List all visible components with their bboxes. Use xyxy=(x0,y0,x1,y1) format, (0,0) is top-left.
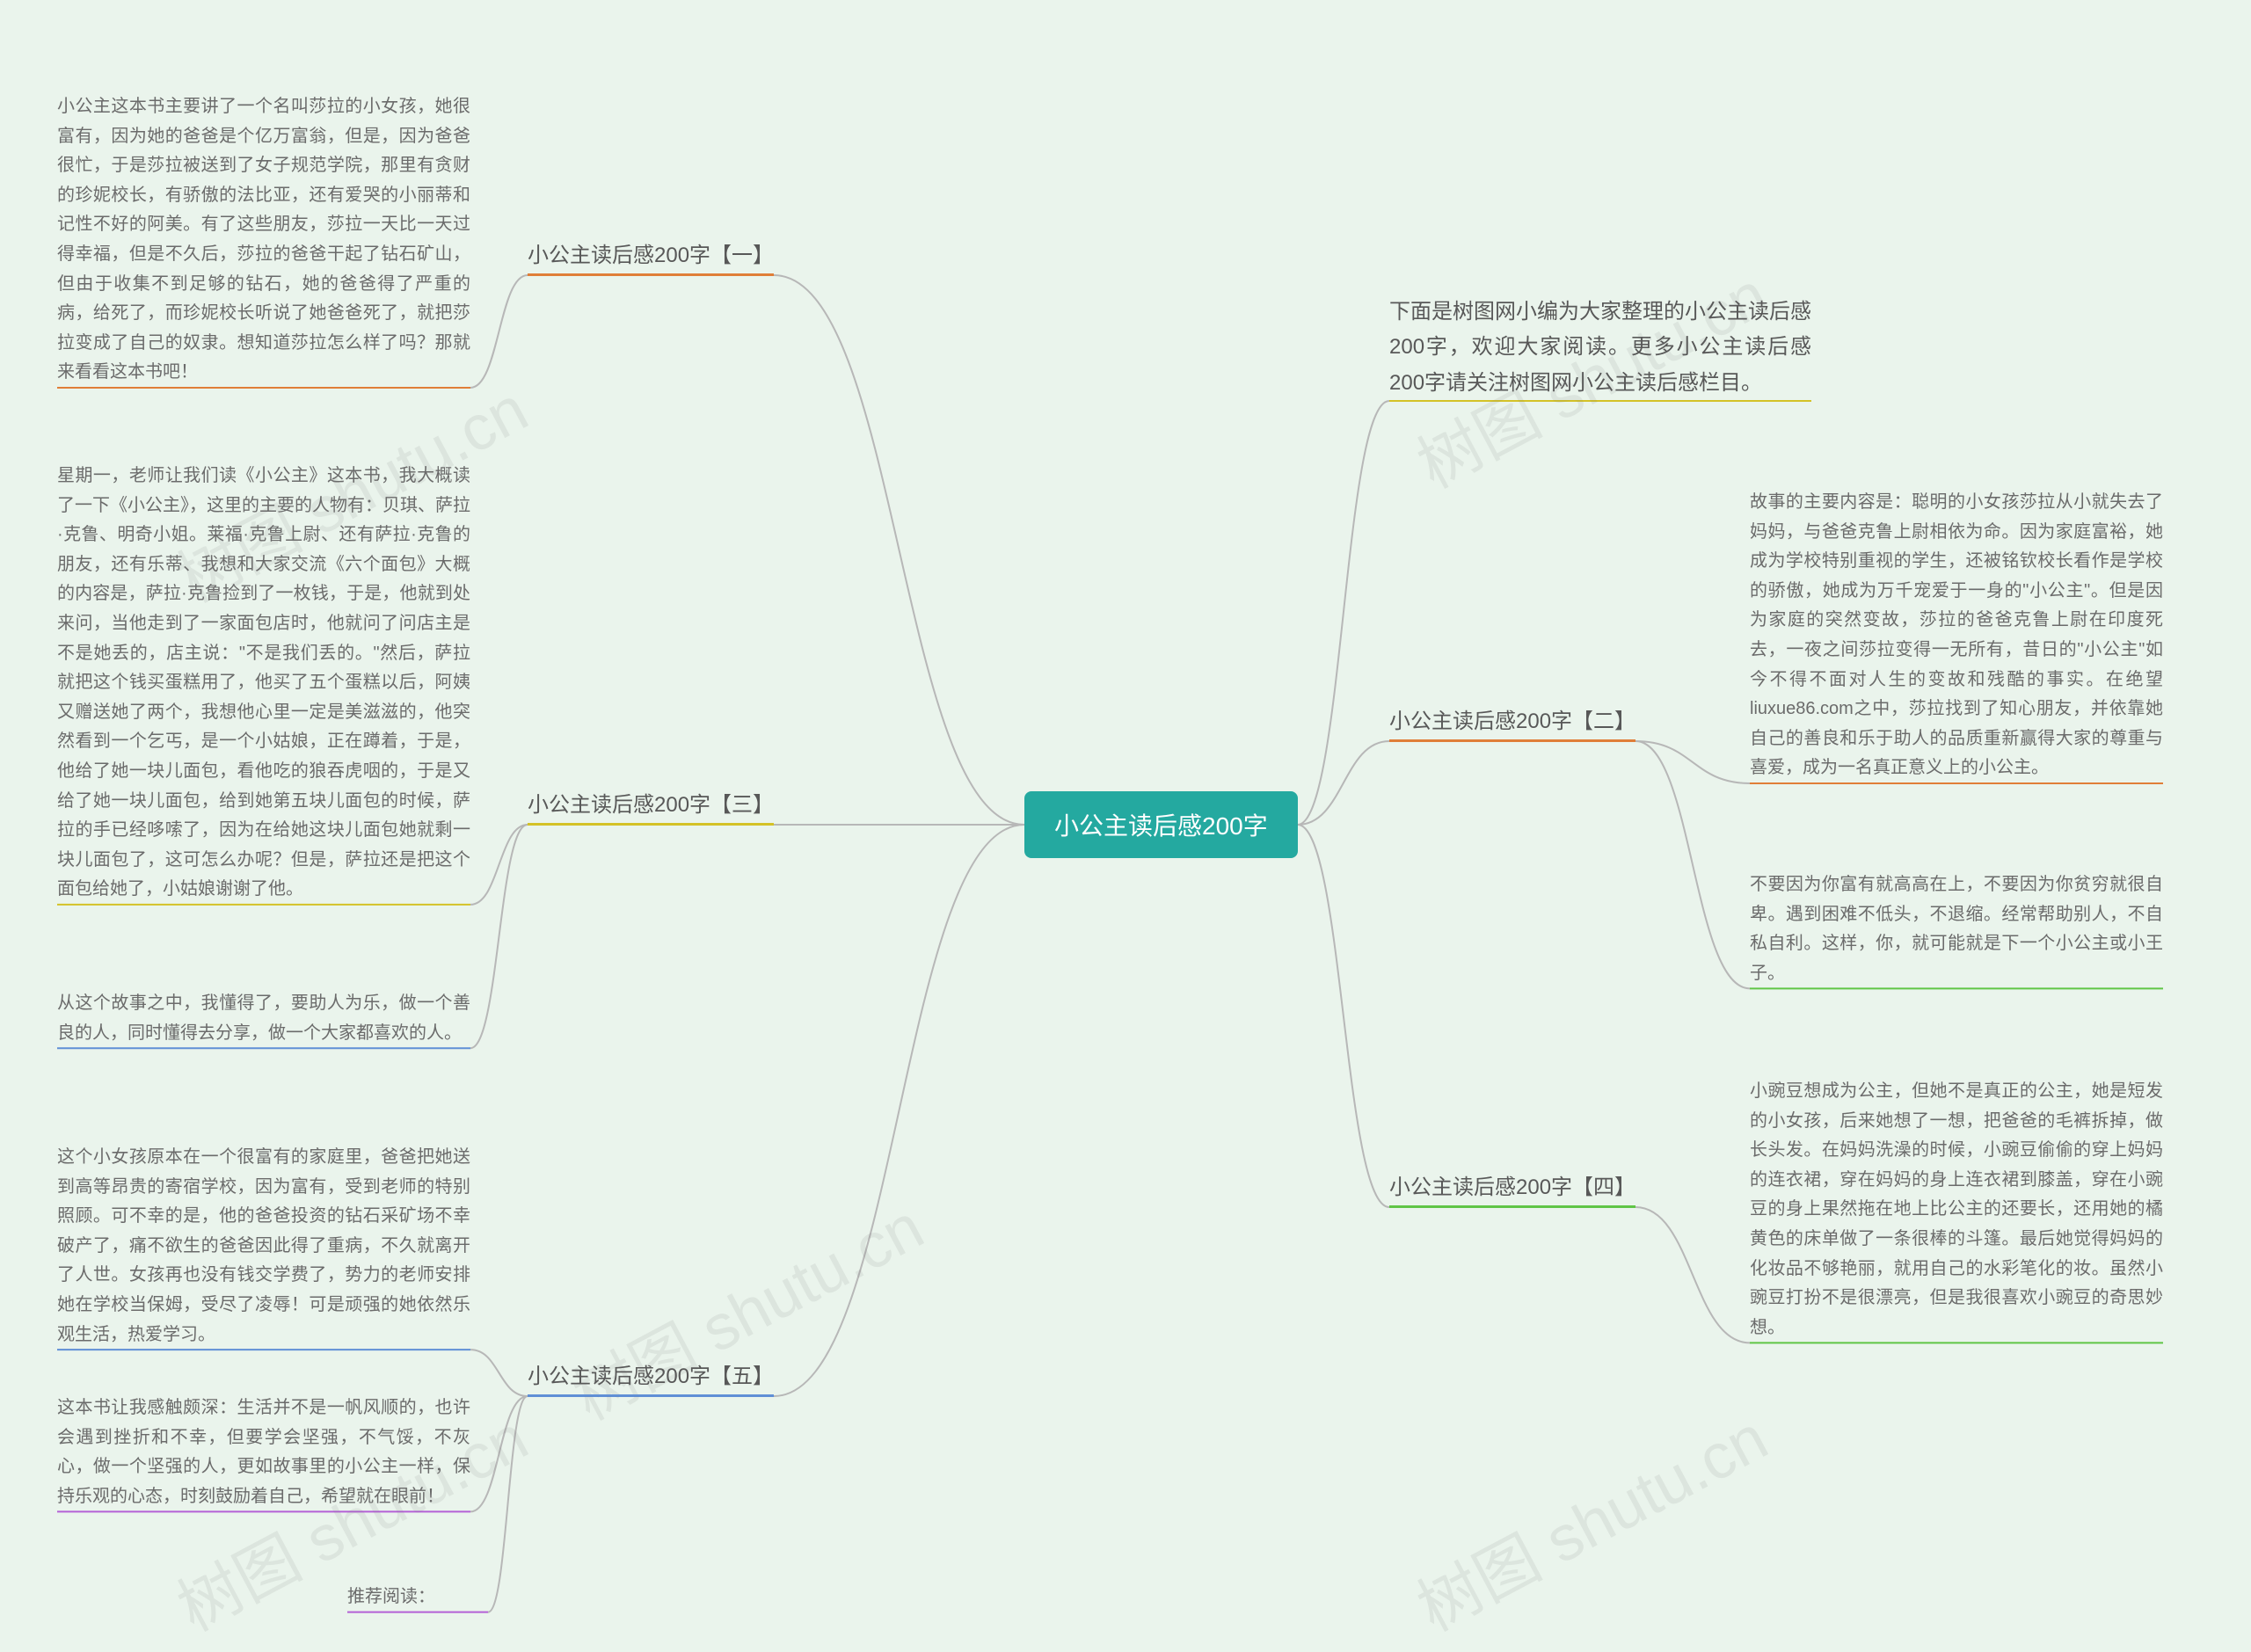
center-node[interactable]: 小公主读后感200字 xyxy=(1024,791,1298,858)
watermark: 树图 shutu.cn xyxy=(1399,1387,1781,1648)
branch-label-1[interactable]: 小公主读后感200字【一】 xyxy=(528,237,774,275)
leaf-text: 从这个故事之中，我懂得了，要助人为乐，做一个善良的人，同时懂得去分享，做一个大家… xyxy=(57,989,470,1048)
leaf-text: 不要因为你富有就高高在上，不要因为你贫穷就很自卑。遇到困难不低头，不退缩。经常帮… xyxy=(1750,870,2163,988)
leaf-text: 这个小女孩原本在一个很富有的家庭里，爸爸把她送到高等昂贵的寄宿学校，因为富有，受… xyxy=(57,1143,470,1350)
branch-label-5[interactable]: 小公主读后感200字【五】 xyxy=(528,1358,774,1396)
branch-label-4[interactable]: 小公主读后感200字【四】 xyxy=(1389,1169,1635,1207)
intro-text: 下面是树图网小编为大家整理的小公主读后感200字，欢迎大家阅读。更多小公主读后感… xyxy=(1389,295,1811,401)
leaf-text: 小豌豆想成为公主，但她不是真正的公主，她是短发的小女孩，后来她想了一想，把爸爸的… xyxy=(1750,1077,2163,1343)
leaf-text: 星期一，老师让我们读《小公主》这本书，我大概读了一下《小公主》，这里的主要的人物… xyxy=(57,462,470,905)
branch-label-2[interactable]: 小公主读后感200字【二】 xyxy=(1389,703,1635,741)
leaf-text: 这本书让我感触颇深：生活并不是一帆风顺的，也许会遇到挫折和不幸，但要学会坚强，不… xyxy=(57,1394,470,1511)
watermark: 树图 shutu.cn xyxy=(555,1176,936,1437)
branch-label-3[interactable]: 小公主读后感200字【三】 xyxy=(528,787,774,825)
mindmap-canvas: 树图 shutu.cn 树图 shutu.cn 树图 shutu.cn 树图 s… xyxy=(0,0,2251,1652)
leaf-text: 小公主这本书主要讲了一个名叫莎拉的小女孩，她很富有，因为她的爸爸是个亿万富翁，但… xyxy=(57,92,470,388)
leaf-text: 故事的主要内容是：聪明的小女孩莎拉从小就失去了妈妈，与爸爸克鲁上尉相依为命。因为… xyxy=(1750,488,2163,783)
leaf-text: 推荐阅读： xyxy=(347,1583,488,1612)
